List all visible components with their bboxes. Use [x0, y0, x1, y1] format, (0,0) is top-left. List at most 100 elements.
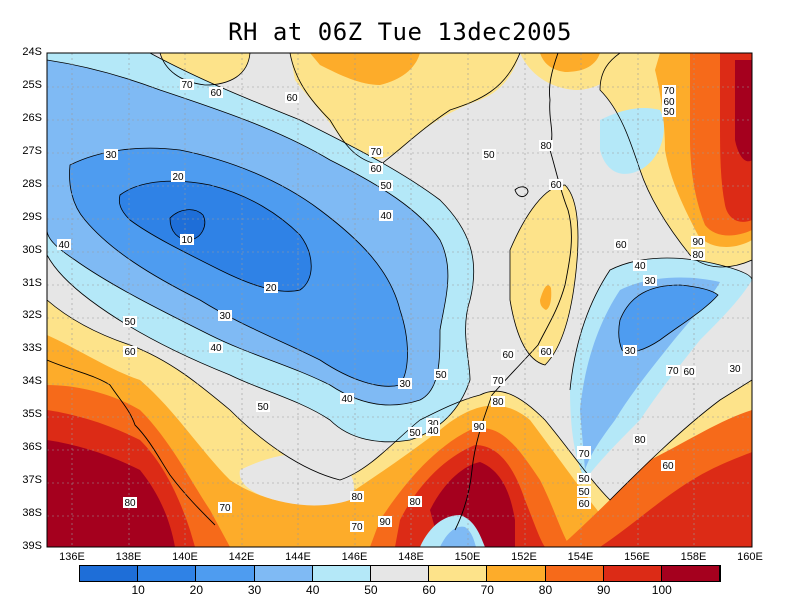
- contour-label-bg: [549, 179, 563, 190]
- contour-label-bg: [379, 210, 393, 221]
- fill-30-east: [618, 285, 718, 352]
- contour-label: 80: [351, 492, 363, 503]
- contour-label-bg: [539, 346, 553, 357]
- contour-label: 50: [409, 428, 421, 439]
- contour-label-bg: [350, 521, 364, 532]
- contour-label: 60: [662, 461, 674, 472]
- lat-label: 29S: [22, 210, 42, 223]
- contour-label: 60: [540, 347, 552, 358]
- fill-60-south-central: [239, 453, 354, 506]
- colorbar-label: 20: [189, 583, 204, 597]
- lat-label: 37S: [22, 474, 42, 487]
- lon-label: 140E: [172, 551, 198, 563]
- contour-label: 30: [219, 311, 231, 322]
- contour-label: 40: [427, 426, 439, 437]
- contour-label: 60: [615, 240, 627, 251]
- contour-label-bg: [408, 496, 422, 507]
- fill-80-north: [310, 53, 420, 85]
- lat-label: 25S: [22, 78, 42, 91]
- colorbar-swatch: [138, 566, 197, 581]
- contour-label-bg: [728, 363, 742, 374]
- contour-label-bg: [426, 418, 440, 429]
- contour-label-bg: [369, 163, 383, 174]
- contour-label: 80: [409, 497, 421, 508]
- contour-label: 70: [351, 522, 363, 533]
- contour-label-bg: [633, 434, 647, 445]
- colorbar-label: 10: [131, 583, 145, 597]
- lon-label: 142E: [228, 551, 255, 563]
- contour-label-bg: [123, 316, 137, 327]
- colorbar-label: 40: [306, 583, 320, 597]
- contour-label: 60: [578, 499, 590, 510]
- contour-label: 40: [341, 394, 353, 405]
- contour-label: 30: [105, 150, 117, 161]
- contour-label: 30: [624, 346, 636, 357]
- colorbar-swatch: [603, 566, 662, 581]
- contour-label: 60: [210, 88, 222, 99]
- contour-label: 60: [663, 97, 675, 108]
- contour-label: 20: [265, 283, 277, 294]
- lat-label: 24S: [22, 46, 42, 58]
- contour-label: 50: [578, 487, 590, 498]
- contour-label: 50: [483, 150, 495, 161]
- colorbar-swatch: [487, 566, 546, 581]
- contour-label-bg: [491, 396, 505, 407]
- contour-label-bg: [218, 502, 232, 513]
- lat-label: 28S: [22, 177, 42, 190]
- colorbar-swatch: [545, 566, 604, 581]
- lon-label: 158E: [680, 551, 707, 563]
- lat-label: 36S: [22, 441, 42, 454]
- grid-lines: [47, 53, 752, 547]
- lon-label: 160E: [737, 551, 763, 563]
- contour-label: 70: [667, 366, 679, 377]
- map-title: RH at 06Z Tue 13dec2005: [228, 18, 572, 46]
- colorbar-swatch: [196, 566, 255, 581]
- contour-label-bg: [633, 260, 647, 271]
- fill-100b-northeast: [735, 60, 752, 162]
- contour-label: 30: [399, 379, 411, 390]
- island-tasmania-ish: [514, 186, 529, 198]
- contour-label-bg: [539, 140, 553, 151]
- contour-label: 70: [370, 147, 382, 158]
- contour-label: 70: [492, 376, 504, 387]
- fill-40-east: [580, 277, 720, 470]
- lon-label: 146E: [341, 551, 368, 563]
- contour-label: 30: [644, 276, 656, 287]
- contour-label-bg: [180, 79, 194, 90]
- lat-label: 32S: [22, 309, 42, 322]
- contour-label-bg: [491, 375, 505, 386]
- contour-label-bg: [123, 497, 137, 508]
- contour-label: 30: [729, 364, 741, 375]
- contour-label-bg: [378, 516, 392, 527]
- colorbar-label: 70: [480, 583, 494, 597]
- contour-label-bg: [662, 106, 676, 117]
- lon-label: 156E: [624, 551, 650, 563]
- contour-label-bg: [285, 92, 299, 103]
- contour-label: 90: [379, 517, 391, 528]
- contour-label: 70: [663, 86, 675, 97]
- contour-label-bg: [350, 491, 364, 502]
- contour-label: 10: [181, 235, 193, 246]
- contour-label-bg: [209, 342, 223, 353]
- contour-label: 60: [286, 93, 298, 104]
- fill-80-central: [540, 285, 552, 310]
- contour-label: 50: [124, 317, 136, 328]
- contour-label-bg: [643, 275, 657, 286]
- colorbar-label: 100: [651, 583, 672, 597]
- contour-label: 50: [380, 181, 392, 192]
- contour-label: 30: [427, 419, 439, 430]
- fill-80d-north: [540, 53, 600, 72]
- colorbar-label: 80: [538, 583, 553, 597]
- contour-label: 40: [380, 211, 392, 222]
- contour-label-bg: [662, 96, 676, 107]
- lat-label: 39S: [22, 539, 42, 552]
- fill-20-west: [119, 181, 312, 292]
- lat-label: 31S: [22, 276, 42, 289]
- fill-70-north: [290, 53, 520, 160]
- lat-label: 35S: [22, 408, 42, 421]
- colorbar-label: 90: [596, 583, 611, 597]
- contour-label: 80: [634, 435, 646, 446]
- contour-label: 40: [58, 240, 70, 251]
- contour-label-bg: [123, 346, 137, 357]
